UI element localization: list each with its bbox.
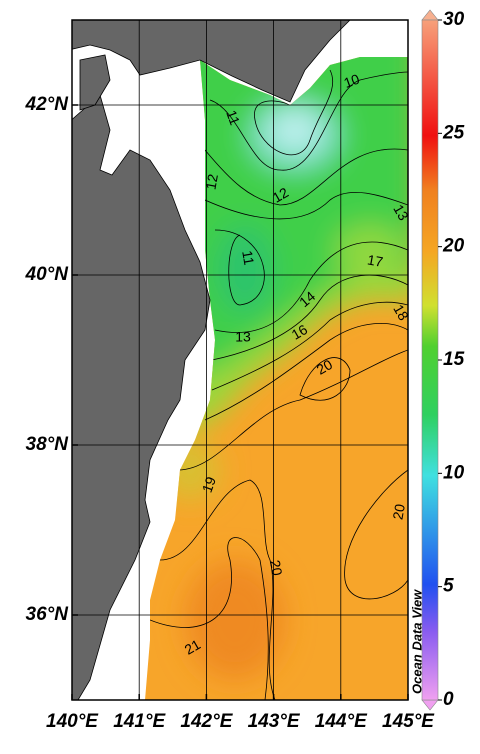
contour-label: 12 (270, 184, 292, 206)
x-tick-label: 140°E (46, 711, 99, 732)
colorbar-max-arrow (421, 9, 439, 21)
contour-label: 13 (390, 202, 412, 224)
y-tick-label: 42°N (25, 94, 70, 115)
contour-label: 10 (342, 71, 362, 91)
contour-label: 16 (289, 321, 311, 343)
land (72, 20, 351, 700)
contour-label: 18 (390, 302, 412, 324)
colorbar-min-arrow (421, 699, 439, 711)
y-tick-label: 40°N (25, 264, 70, 285)
colorbar-tick-label: 30 (443, 9, 465, 30)
colorbar-tick-label: 0 (443, 689, 454, 710)
y-tick-label: 36°N (26, 604, 70, 625)
contour-label: 13 (235, 329, 251, 345)
contour-label: 20 (389, 503, 407, 521)
watermark: Ocean Data View (409, 589, 424, 694)
colorbar-tick-label: 5 (443, 576, 454, 597)
plot-frame (71, 19, 409, 701)
grid (72, 20, 408, 700)
contour-label: 20 (267, 559, 285, 577)
y-tick-label: 38°N (26, 434, 70, 455)
colorbar-tick-label: 15 (443, 349, 465, 370)
x-tick-label: 144°E (315, 711, 368, 732)
colorbar-tick-label: 20 (442, 236, 465, 257)
contour-label: 11 (239, 249, 257, 266)
x-tick-label: 142°E (180, 711, 233, 732)
colorbar-tick-label: 10 (443, 462, 465, 483)
contour-label: 11 (223, 108, 243, 127)
x-tick-label: 145°E (382, 711, 435, 732)
contour-label: 17 (366, 251, 384, 269)
contour-label: 20 (314, 356, 336, 378)
colorbar-tick-label: 25 (442, 122, 465, 143)
contour-label: 12 (202, 173, 220, 191)
x-tick-label: 143°E (248, 711, 301, 732)
contour-label: 19 (199, 474, 219, 494)
temperature-field (145, 57, 408, 700)
plot-area (72, 20, 408, 700)
x-tick-label: 141°E (113, 711, 166, 732)
contour-lines (149, 69, 408, 700)
contour-label: 21 (182, 636, 204, 658)
